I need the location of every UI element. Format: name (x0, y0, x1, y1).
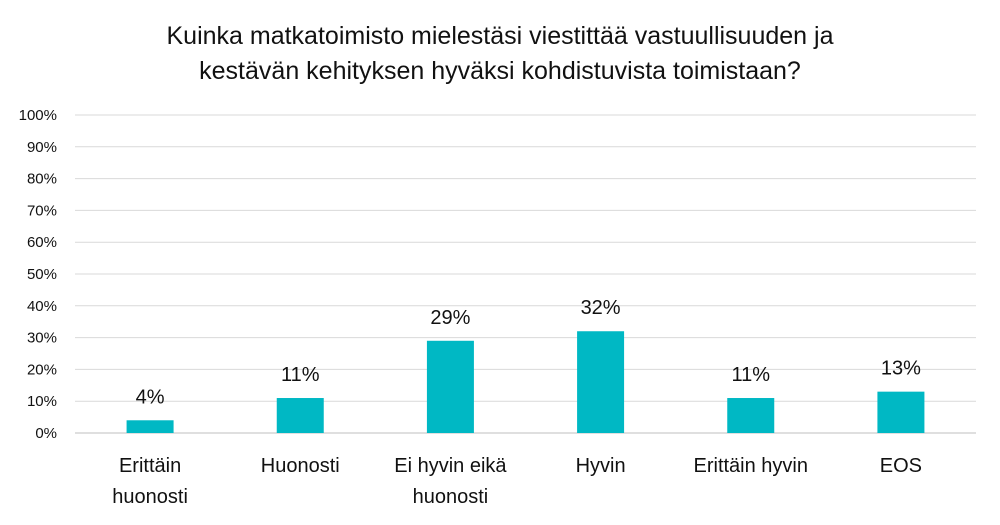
y-tick-label: 30% (27, 330, 57, 347)
y-tick-label: 0% (35, 425, 57, 442)
bar (877, 391, 925, 433)
category-label: Huonosti (261, 455, 340, 477)
bar (426, 340, 474, 433)
y-tick-label: 90% (27, 139, 57, 156)
y-tick-label: 60% (27, 234, 57, 251)
y-tick-label: 20% (27, 361, 57, 378)
category-label: Hyvin (576, 455, 626, 477)
data-label: 32% (581, 297, 621, 319)
y-tick-label: 50% (27, 266, 57, 283)
y-tick-label: 70% (27, 202, 57, 219)
data-label: 11% (731, 364, 770, 386)
gridlines (75, 114, 976, 434)
y-tick-label: 10% (27, 393, 57, 410)
category-label: EOS (880, 455, 922, 477)
x-axis-categories: Erittäin huonosti Huonosti Ei hyvin eikä huo… (112, 455, 922, 508)
bars (126, 331, 925, 433)
bar (126, 420, 174, 433)
data-label: 11% (281, 364, 320, 386)
category-label: Erittäin hyvin (694, 455, 809, 477)
category-label: Erittäin (119, 455, 181, 477)
y-tick-label: 80% (27, 171, 57, 188)
chart-title-line-2: kestävän kehityksen hyväksi kohdistuvist… (199, 57, 801, 85)
bar (727, 398, 775, 433)
y-tick-label: 100% (19, 107, 57, 124)
data-label: 29% (430, 307, 470, 329)
data-label: 4% (136, 386, 165, 408)
data-labels: 4% 11% 29% 32% 11% 13% (136, 297, 922, 408)
chart-title-line-1: Kuinka matkatoimisto mielestäsi viestitt… (167, 22, 834, 50)
y-axis-ticks: 0% 10% 20% 30% 40% 50% 60% 70% 80% 90% 100% (19, 107, 57, 442)
bar (276, 398, 324, 433)
chart-title: Kuinka matkatoimisto mielestäsi viestitt… (167, 22, 834, 85)
category-label: Ei hyvin eikä (394, 455, 507, 477)
category-label: huonosti (413, 486, 489, 508)
bar (577, 331, 625, 433)
category-label: huonosti (112, 486, 188, 508)
y-tick-label: 40% (27, 298, 57, 315)
data-label: 13% (881, 358, 921, 380)
